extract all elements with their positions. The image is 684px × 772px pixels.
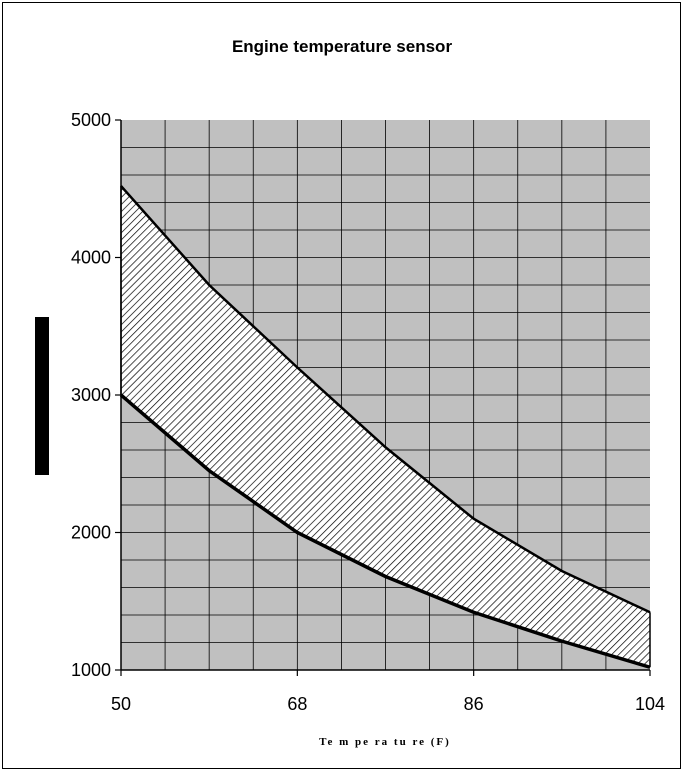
x-tick-label: 50 xyxy=(111,694,131,714)
y-tick-label: 3000 xyxy=(71,385,111,405)
y-tick-label: 4000 xyxy=(71,248,111,268)
y-tick-label: 5000 xyxy=(71,110,111,130)
y-tick-label: 1000 xyxy=(71,660,111,680)
x-tick-label: 68 xyxy=(287,694,307,714)
x-tick-label: 86 xyxy=(464,694,484,714)
redaction-bar xyxy=(35,317,49,475)
x-tick-labels: 50 68 86 104 xyxy=(111,694,665,714)
x-axis-label: Te m pe ra tu re (F) xyxy=(319,736,451,748)
x-tick-label: 104 xyxy=(635,694,665,714)
y-tick-label: 2000 xyxy=(71,523,111,543)
chart-title: Engine temperature sensor xyxy=(232,37,453,56)
y-tick-labels: 1000 2000 3000 4000 5000 xyxy=(71,110,111,680)
